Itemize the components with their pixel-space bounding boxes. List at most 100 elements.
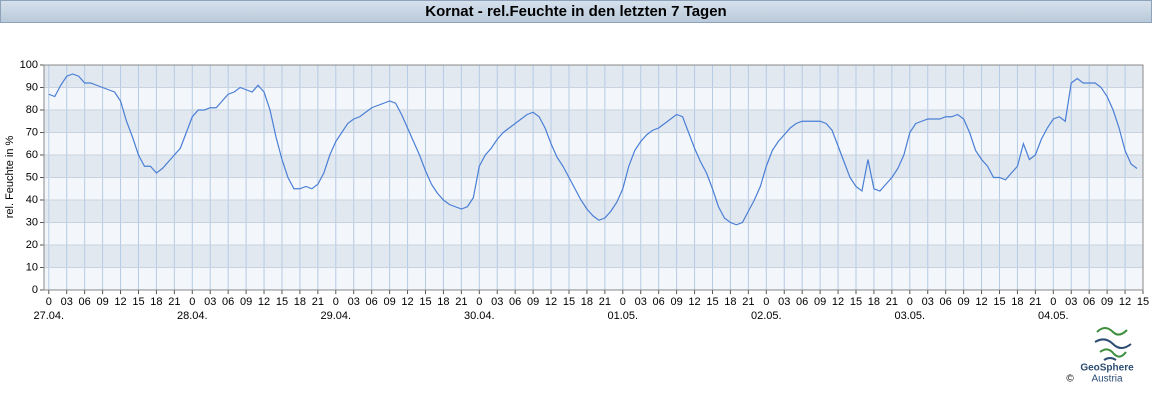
x-tick-label: 12 [258, 296, 270, 308]
y-tick-label: 80 [26, 104, 38, 116]
x-tick-label: 06 [509, 296, 521, 308]
x-tick-label: 0 [333, 296, 339, 308]
x-tick-label: 09 [527, 296, 539, 308]
grid-band [44, 177, 1143, 200]
x-tick-label: 09 [96, 296, 108, 308]
plot-border [43, 64, 1144, 291]
x-tick-label: 06 [366, 296, 378, 308]
data-line [48, 73, 1138, 226]
day-label: 02.05. [751, 310, 782, 322]
x-tick-label: 09 [383, 296, 395, 308]
y-tick-label: 10 [26, 261, 38, 273]
x-tick-label: 18 [294, 296, 306, 308]
x-tick-label: 06 [940, 296, 952, 308]
x-tick-label: 21 [168, 296, 180, 308]
x-tick-label: 06 [222, 296, 234, 308]
x-tick-label: 21 [312, 296, 324, 308]
x-tick-label: 03 [204, 296, 216, 308]
x-tick-label: 0 [907, 296, 913, 308]
x-tick-label: 06 [653, 296, 665, 308]
x-tick-label: 18 [868, 296, 880, 308]
x-tick-label: 18 [437, 296, 449, 308]
x-tick-label: 09 [814, 296, 826, 308]
y-tick-label: 70 [26, 126, 38, 138]
y-tick-label: 20 [26, 239, 38, 251]
grid-band [44, 132, 1143, 155]
logo-icon [1094, 327, 1132, 361]
logo-name: GeoSphere [1080, 363, 1134, 374]
x-tick-label: 21 [742, 296, 754, 308]
y-tick-label: 0 [32, 284, 38, 296]
grid-band [44, 245, 1143, 268]
x-tick-label: 03 [491, 296, 503, 308]
y-tick-label: 100 [20, 59, 38, 71]
x-tick-label: 0 [620, 296, 626, 308]
chart-title: Kornat - rel.Feuchte in den letzten 7 Ta… [425, 3, 726, 20]
x-tick-label: 15 [1137, 296, 1149, 308]
x-tick-label: 0 [476, 296, 482, 308]
x-tick-label: 15 [419, 296, 431, 308]
x-tick-label: 06 [79, 296, 91, 308]
x-tick-label: 12 [401, 296, 413, 308]
day-label: 29.04. [320, 310, 351, 322]
x-tick-label: 03 [1065, 296, 1077, 308]
x-tick-label: 03 [778, 296, 790, 308]
x-tick-label: 18 [150, 296, 162, 308]
day-label: 01.05. [608, 310, 639, 322]
day-label: 30.04. [464, 310, 495, 322]
x-tick-label: 09 [240, 296, 252, 308]
x-tick-label: 15 [706, 296, 718, 308]
grid-band [44, 155, 1143, 178]
y-tick-label: 50 [26, 171, 38, 183]
y-tick-label: 40 [26, 194, 38, 206]
grid-band [44, 200, 1143, 223]
grid-band [44, 87, 1143, 110]
day-label: 27.04. [33, 310, 64, 322]
x-tick-label: 09 [1101, 296, 1113, 308]
y-tick-label: 30 [26, 216, 38, 228]
x-tick-label: 09 [670, 296, 682, 308]
x-tick-label: 03 [635, 296, 647, 308]
x-tick-label: 15 [276, 296, 288, 308]
x-tick-label: 0 [189, 296, 195, 308]
grid-band [44, 267, 1143, 290]
x-tick-label: 21 [1029, 296, 1041, 308]
y-tick-label: 90 [26, 81, 38, 93]
x-tick-label: 15 [850, 296, 862, 308]
grid-band [44, 110, 1143, 133]
x-tick-label: 09 [957, 296, 969, 308]
x-tick-label: 12 [114, 296, 126, 308]
x-tick-label: 18 [1011, 296, 1023, 308]
plot-area [44, 64, 1144, 291]
x-tick-label: 12 [1119, 296, 1131, 308]
x-tick-label: 03 [61, 296, 73, 308]
day-label: 04.05. [1038, 310, 1069, 322]
day-label: 03.05. [895, 310, 926, 322]
y-tick-label: 60 [26, 149, 38, 161]
x-tick-label: 18 [581, 296, 593, 308]
x-tick-label: 0 [763, 296, 769, 308]
y-axis-label: rel. Feuchte in % [4, 136, 16, 219]
x-tick-label: 21 [599, 296, 611, 308]
x-tick-label: 15 [132, 296, 144, 308]
x-tick-label: 0 [46, 296, 52, 308]
x-tick-label: 03 [348, 296, 360, 308]
copyright: © [1066, 374, 1074, 385]
x-tick-label: 18 [724, 296, 736, 308]
x-tick-label: 21 [886, 296, 898, 308]
day-label: 28.04. [177, 310, 208, 322]
x-tick-label: 06 [796, 296, 808, 308]
x-tick-label: 15 [993, 296, 1005, 308]
x-tick-label: 12 [832, 296, 844, 308]
x-tick-label: 21 [455, 296, 467, 308]
grid-band [44, 65, 1143, 88]
x-tick-label: 0 [1050, 296, 1056, 308]
x-tick-label: 15 [563, 296, 575, 308]
x-tick-label: 12 [688, 296, 700, 308]
x-tick-label: 12 [975, 296, 987, 308]
x-tick-label: 12 [545, 296, 557, 308]
logo-sub: Austria [1091, 374, 1123, 385]
grid-band [44, 222, 1143, 245]
